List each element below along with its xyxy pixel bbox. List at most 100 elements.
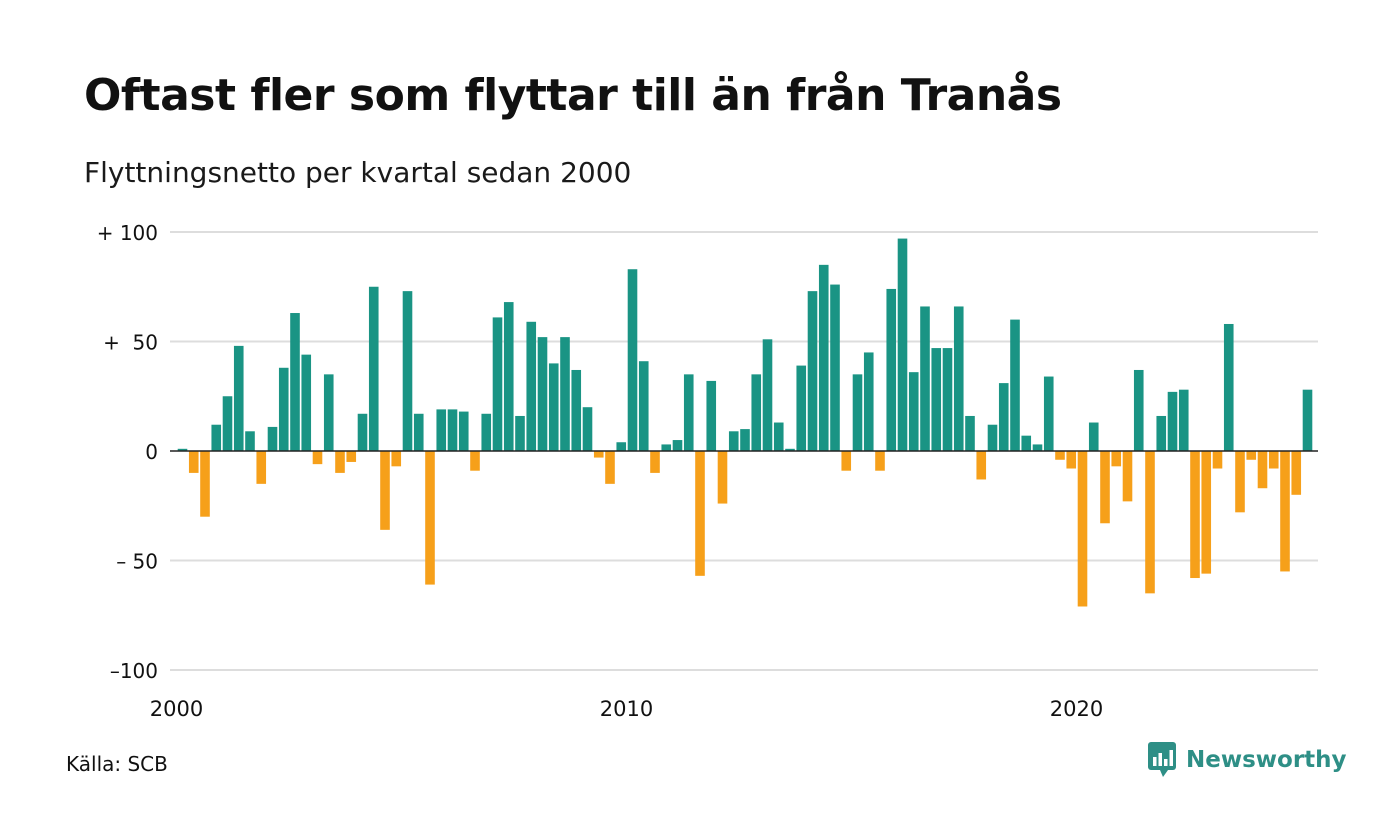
bar-positive: [1088, 422, 1099, 451]
bar-positive: [267, 426, 278, 451]
bar-positive: [1043, 376, 1054, 451]
bar-negative: [1201, 451, 1212, 574]
bar-negative: [1246, 451, 1257, 460]
y-tick-label: + 100: [97, 221, 158, 245]
bar-positive: [290, 313, 300, 451]
y-tick-label: –100: [110, 659, 158, 683]
bar-positive: [1167, 391, 1178, 451]
bar-negative: [717, 451, 728, 504]
bar-negative: [335, 451, 345, 473]
bar-negative: [1145, 451, 1155, 594]
bar-negative: [695, 451, 705, 576]
bar-positive: [627, 269, 638, 451]
bar-positive: [807, 291, 818, 451]
bar-positive: [942, 348, 953, 451]
bar-positive: [301, 354, 312, 451]
bar-positive: [908, 372, 919, 451]
bar-positive: [998, 383, 1009, 451]
bar-positive: [953, 306, 964, 451]
bar-negative: [650, 451, 660, 473]
bar-negative: [1100, 451, 1110, 524]
bar-positive: [785, 448, 795, 451]
bar-positive: [515, 415, 525, 451]
y-tick-label: 0: [145, 440, 158, 464]
bar-negative: [1066, 451, 1077, 469]
bar-positive: [965, 415, 975, 451]
bar-positive: [458, 411, 469, 451]
chart-subtitle: Flyttningsnetto per kvartal sedan 2000: [84, 156, 632, 189]
bar-positive: [211, 424, 222, 451]
bar-negative: [391, 451, 402, 467]
brand-name: Newsworthy: [1186, 747, 1347, 773]
bar-negative: [1077, 451, 1088, 607]
bar-positive: [1010, 319, 1020, 451]
bar-positive: [233, 345, 244, 451]
bar-positive: [616, 442, 627, 451]
x-tick-label: 2000: [150, 697, 203, 721]
bar-negative: [1268, 451, 1279, 469]
bar-positive: [1302, 389, 1313, 451]
bar-negative: [1190, 451, 1200, 579]
bar-negative: [1111, 451, 1122, 467]
x-axis-tick-labels: 2000 2010 2020: [150, 697, 1103, 721]
bar-positive: [1156, 415, 1167, 451]
bar-positive: [863, 352, 874, 451]
bar-positive: [661, 444, 672, 451]
bar-negative: [470, 451, 480, 471]
bar-negative: [1291, 451, 1302, 495]
bar-positive: [582, 407, 593, 451]
y-tick-label: – 50: [116, 550, 158, 574]
chart-title: Oftast fler som flyttar till än från Tra…: [84, 70, 1062, 121]
bar-positive: [447, 409, 458, 451]
bar-negative: [380, 451, 390, 530]
bar-negative: [1280, 451, 1290, 572]
bar-positive: [402, 291, 413, 451]
bar-negative: [200, 451, 210, 517]
bar-negative: [605, 451, 615, 484]
newsworthy-logo: Newsworthy: [1148, 742, 1347, 778]
bar-positive: [830, 284, 840, 451]
bar-negative: [976, 451, 987, 480]
bar-positive: [548, 363, 559, 451]
bar-negative: [1055, 451, 1065, 460]
y-axis-tick-labels: + 100 + 50 0 – 50 –100: [97, 221, 158, 683]
bar-positive: [897, 238, 908, 451]
bar-positive: [1021, 435, 1032, 451]
bar-positive: [931, 348, 942, 451]
bar-positive: [537, 337, 548, 451]
bar-negative: [188, 451, 199, 473]
bar-positive: [762, 339, 773, 451]
bar-positive: [177, 448, 188, 451]
bar-positive: [357, 413, 368, 451]
bar-negative: [1235, 451, 1245, 513]
bar-positive: [740, 429, 750, 451]
bar-positive: [1223, 323, 1234, 451]
bar-positive: [278, 367, 289, 451]
bar-positive: [706, 380, 717, 451]
bar-positive: [503, 302, 514, 451]
bar-positive: [526, 321, 537, 451]
bar-positive: [323, 374, 334, 451]
bar-positive: [560, 337, 570, 451]
bar-positive: [436, 409, 447, 451]
bar-negative: [312, 451, 323, 465]
newsworthy-logo-icon: [1148, 742, 1176, 777]
bar-positive: [751, 374, 762, 451]
x-tick-label: 2010: [600, 697, 653, 721]
bar-positive: [222, 396, 233, 451]
source-note: Källa: SCB: [66, 752, 168, 776]
bar-positive: [886, 288, 897, 451]
bar-positive: [683, 374, 694, 451]
bar-positive: [481, 413, 492, 451]
bar-positive: [796, 365, 807, 451]
bar-negative: [1212, 451, 1223, 469]
bar-positive: [492, 317, 503, 451]
bar-positive: [571, 369, 582, 451]
y-tick-label: + 50: [103, 331, 158, 355]
x-tick-label: 2020: [1050, 697, 1103, 721]
bar-negative: [256, 451, 267, 484]
bar-positive: [1178, 389, 1189, 451]
bar-negative: [875, 451, 885, 471]
bar-positive: [987, 424, 998, 451]
bar-negative: [841, 451, 852, 471]
